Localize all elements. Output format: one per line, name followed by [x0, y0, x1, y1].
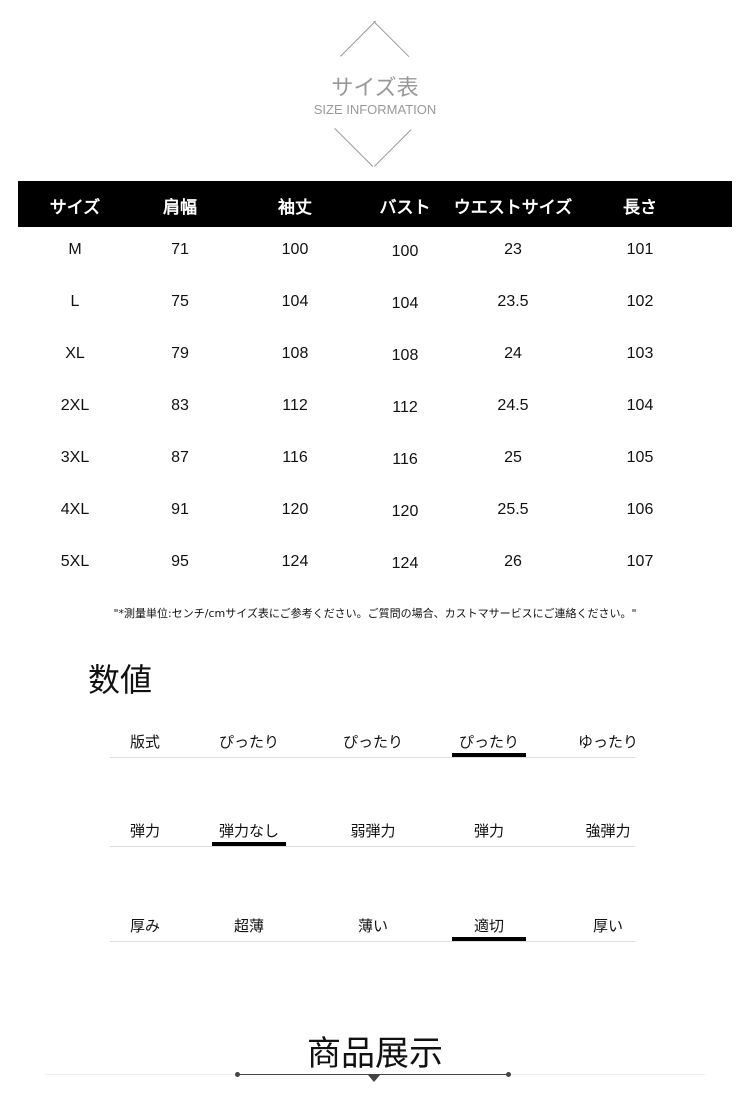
table-cell: 25 [504, 449, 522, 466]
specs-title: 数値 [88, 661, 153, 699]
table-cell: 83 [171, 397, 189, 414]
table-cell: 112 [282, 397, 308, 414]
table-cell: 107 [626, 553, 654, 570]
table-cell: 124 [281, 553, 309, 570]
table-cell: 108 [391, 347, 419, 364]
triangle-down-icon [368, 1075, 380, 1082]
table-cell: 24 [504, 345, 522, 362]
table-cell: 100 [281, 241, 309, 258]
measurement-note: "*測量単位:センチ/cmサイズ表にご参考ください。ご質問の場合、カストマサービ… [113, 607, 637, 620]
spec-label: 版式 [129, 733, 161, 751]
column-header: 袖丈 [278, 198, 312, 218]
selected-indicator [452, 753, 526, 757]
spec-label: 厚み [129, 917, 161, 935]
table-cell: 104 [391, 295, 419, 312]
decor-line [334, 128, 374, 167]
spec-option: 強弾力 [585, 822, 631, 840]
decor-line [373, 21, 410, 58]
selected-indicator [212, 842, 286, 846]
selected-indicator [452, 937, 526, 941]
table-cell: 4XL [60, 501, 90, 518]
table-cell: 108 [281, 345, 309, 362]
product-display-title: 商品展示 [307, 1034, 443, 1074]
divider-dot [506, 1072, 511, 1077]
spec-option: 弾力なし [218, 822, 280, 840]
table-cell: 112 [392, 399, 418, 416]
table-cell: 75 [171, 293, 189, 310]
spec-option: 適切 [473, 917, 505, 935]
table-cell: 120 [281, 501, 309, 518]
table-cell: L [70, 293, 80, 310]
table-cell: 104 [281, 293, 309, 310]
decor-line [340, 20, 377, 57]
spec-option: 薄い [357, 917, 389, 935]
divider [238, 1074, 508, 1075]
table-cell: 102 [626, 293, 654, 310]
spec-option: ゆったり [577, 733, 639, 751]
table-cell: 116 [392, 451, 418, 468]
table-cell: 103 [626, 345, 654, 362]
table-cell: 100 [391, 243, 419, 260]
table-cell: 5XL [60, 553, 90, 570]
table-cell: 26 [504, 553, 522, 570]
table-cell: 2XL [60, 397, 90, 414]
spec-option: ぴったり [342, 733, 404, 751]
spec-option: ぴったり [458, 733, 520, 751]
table-cell: XL [65, 345, 85, 362]
spec-option: 弾力 [473, 822, 505, 840]
spec-option: 超薄 [233, 917, 265, 935]
column-header: バスト [379, 198, 431, 218]
table-cell: 95 [171, 553, 189, 570]
spec-option: 弱弾力 [350, 822, 396, 840]
size-chart-subtitle: SIZE INFORMATION [313, 102, 437, 117]
table-cell: 87 [171, 449, 189, 466]
table-cell: 91 [171, 501, 189, 518]
table-cell: M [68, 241, 82, 258]
spec-option: ぴったり [218, 733, 280, 751]
size-chart-title: サイズ表 [331, 76, 419, 101]
spec-option: 厚い [592, 917, 624, 935]
table-cell: 24.5 [497, 397, 529, 414]
column-header: 肩幅 [163, 198, 197, 218]
column-header: ウエストサイズ [453, 198, 573, 218]
spec-row-line [110, 941, 635, 942]
table-cell: 25.5 [497, 501, 529, 518]
spec-row-line [110, 846, 635, 847]
column-header: 長さ [623, 198, 657, 218]
table-cell: 79 [171, 345, 189, 362]
table-cell: 104 [626, 397, 654, 414]
table-header: サイズ 肩幅 袖丈 バスト ウエストサイズ 長さ [18, 181, 732, 227]
spec-row-line [110, 757, 635, 758]
divider-dot [235, 1072, 240, 1077]
spec-label: 弾力 [129, 822, 161, 840]
table-cell: 120 [391, 503, 419, 520]
table-cell: 106 [626, 501, 654, 518]
decor-line [374, 129, 412, 167]
table-cell: 3XL [60, 449, 90, 466]
column-header: サイズ [49, 198, 101, 218]
table-cell: 105 [626, 449, 654, 466]
table-cell: 71 [171, 241, 189, 258]
table-cell: 124 [391, 555, 419, 572]
table-cell: 23 [504, 241, 522, 258]
table-cell: 23.5 [497, 293, 529, 310]
table-cell: 101 [626, 241, 654, 258]
table-cell: 116 [282, 449, 308, 466]
